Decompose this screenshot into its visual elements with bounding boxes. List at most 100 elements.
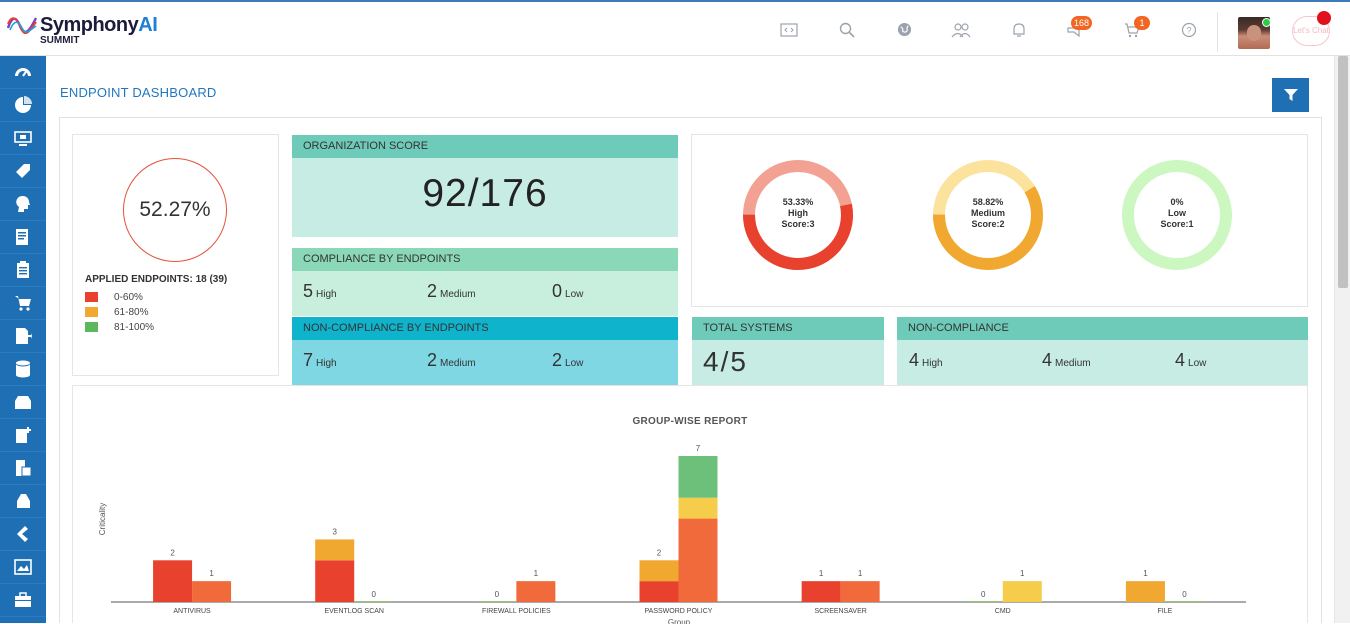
donut-label-high: 53.33% High Score:3 xyxy=(758,197,838,230)
legend-label: 0-60% xyxy=(114,292,143,303)
tag-icon xyxy=(16,164,30,178)
donut-label-low: 0% Low Score:1 xyxy=(1137,197,1217,230)
sidebar-item-cart[interactable] xyxy=(0,287,46,320)
document-stack-icon xyxy=(16,460,32,477)
compliance-medium-value: 2 xyxy=(427,281,438,301)
donut-low-score: Score:1 xyxy=(1160,219,1194,229)
bar-zero[interactable] xyxy=(477,601,517,602)
sidebar-item-edit[interactable] xyxy=(0,221,46,254)
donut-label-medium: 58.82% Medium Score:2 xyxy=(948,197,1028,230)
sidebar-item-briefcase[interactable] xyxy=(0,584,46,617)
bar-segment[interactable] xyxy=(315,539,355,561)
donut-high-score: Score:3 xyxy=(781,219,815,229)
bar-value-label: 1 xyxy=(1143,569,1148,578)
dashboard-frame xyxy=(59,117,1322,623)
sidebar-item-clipboard[interactable] xyxy=(0,254,46,287)
donut-medium-percent: 58.82% xyxy=(972,197,1004,207)
page-scrollbar[interactable] xyxy=(1334,56,1350,623)
bar-segment[interactable] xyxy=(801,581,841,602)
bar-value-label: 0 xyxy=(981,590,986,599)
filter-button[interactable] xyxy=(1272,78,1309,112)
nce-medium-label: Medium xyxy=(440,358,476,369)
search-icon[interactable] xyxy=(838,22,856,40)
bar-segment[interactable] xyxy=(678,456,718,498)
sidebar-item-drive[interactable] xyxy=(0,485,46,518)
online-status-dot xyxy=(1262,18,1271,27)
bar-zero[interactable] xyxy=(354,601,394,602)
donut-arc-medium[interactable] xyxy=(921,148,1056,283)
sidebar-item-reports[interactable] xyxy=(0,89,46,122)
donut-arc-high[interactable] xyxy=(740,157,856,273)
sidebar-item-document-stack[interactable] xyxy=(0,452,46,485)
sidebar-item-database[interactable] xyxy=(0,353,46,386)
nce-high-value: 7 xyxy=(303,350,314,370)
bar-segment[interactable] xyxy=(639,581,679,602)
clipboard-icon xyxy=(17,261,29,278)
bar-value-label: 1 xyxy=(1020,569,1025,578)
bar-segment[interactable] xyxy=(639,560,679,582)
bar-value-label: 1 xyxy=(534,569,539,578)
avatar-face xyxy=(1247,25,1261,41)
total-systems-panel: 4/5 xyxy=(692,340,884,385)
applied-endpoints-card: 52.27% APPLIED ENDPOINTS: 18 (39) 0-60% … xyxy=(72,134,279,376)
sidebar-item-monitor[interactable] xyxy=(0,122,46,155)
x-tick-label: EVENTLOG SCAN xyxy=(324,608,384,615)
sidebar-item-document-plus[interactable] xyxy=(0,419,46,452)
sidebar-item-back[interactable] xyxy=(0,518,46,551)
group-wise-chart: Criticality Group ANTIVIRUS 2 1 EVENTLOG SCAN… xyxy=(98,444,1246,624)
sidebar-item-inbox[interactable] xyxy=(0,386,46,419)
sidebar-item-document-arrow[interactable] xyxy=(0,320,46,353)
code-icon[interactable] xyxy=(780,22,798,40)
bell-icon[interactable] xyxy=(1010,22,1028,40)
bar-segment[interactable] xyxy=(840,581,880,602)
pie-chart-icon xyxy=(15,96,32,113)
legend-swatch xyxy=(85,292,98,303)
sidebar-item-users[interactable] xyxy=(0,188,46,221)
sidebar-item-image[interactable] xyxy=(0,551,46,584)
bar-segment[interactable] xyxy=(192,581,232,602)
bar-segment[interactable] xyxy=(678,497,718,519)
nc-high: 4 High xyxy=(909,350,943,371)
sidebar xyxy=(0,56,46,623)
bar-segment[interactable] xyxy=(153,560,193,602)
globe-icon[interactable] xyxy=(895,22,913,40)
bar-value-label: 0 xyxy=(495,590,500,599)
legend-swatch xyxy=(85,322,98,333)
bar-zero[interactable] xyxy=(1164,601,1204,602)
bar-segment[interactable] xyxy=(678,518,718,602)
chat-button[interactable]: Let's Chat xyxy=(1292,16,1330,46)
bar-value-label: 2 xyxy=(657,548,662,557)
users-icon[interactable] xyxy=(950,22,972,40)
x-tick-label: PASSWORD POLICY xyxy=(645,608,713,615)
cart-badge: 1 xyxy=(1134,16,1150,30)
help-icon[interactable]: ? xyxy=(1180,22,1198,40)
bar-value-label: 2 xyxy=(170,548,175,557)
bar-segment[interactable] xyxy=(315,560,355,602)
compliance-medium: 2 Medium xyxy=(427,281,476,302)
non-compliance-by-endpoints-header: NON-COMPLIANCE BY ENDPOINTS xyxy=(292,317,678,340)
score-donuts-card: 53.33% High Score:3 58.82% Medium Score:… xyxy=(691,134,1308,307)
bar-segment[interactable] xyxy=(1125,581,1165,602)
applied-endpoints-label: APPLIED ENDPOINTS: 18 (39) xyxy=(85,274,228,285)
document-arrow-icon xyxy=(16,328,32,344)
document-edit-icon xyxy=(16,229,28,245)
donut-high-level: High xyxy=(788,208,808,218)
bar-value-label: 3 xyxy=(332,527,337,536)
bar-zero[interactable] xyxy=(963,601,1003,602)
scroll-thumb[interactable] xyxy=(1338,56,1348,288)
nce-low-label: Low xyxy=(565,358,584,369)
sidebar-item-tags[interactable] xyxy=(0,155,46,188)
filter-icon xyxy=(1283,89,1298,101)
compliance-high-label: High xyxy=(316,289,337,300)
sidebar-item-dashboard[interactable] xyxy=(0,56,46,89)
dashboard-icon xyxy=(15,68,31,77)
legend-label: 61-80% xyxy=(114,307,149,318)
brand-name-part2: AI xyxy=(138,14,158,36)
organization-score-panel: 92/176 xyxy=(292,158,678,237)
bar-segment[interactable] xyxy=(516,581,556,602)
donut-low-level: Low xyxy=(1168,208,1186,218)
bar-segment[interactable] xyxy=(1002,581,1042,602)
compliance-low-label: Low xyxy=(565,289,584,300)
total-systems-header: TOTAL SYSTEMS xyxy=(692,317,884,340)
group-wise-report-card: GROUP-WISE REPORT Criticality Group ANTIVI… xyxy=(72,385,1308,624)
